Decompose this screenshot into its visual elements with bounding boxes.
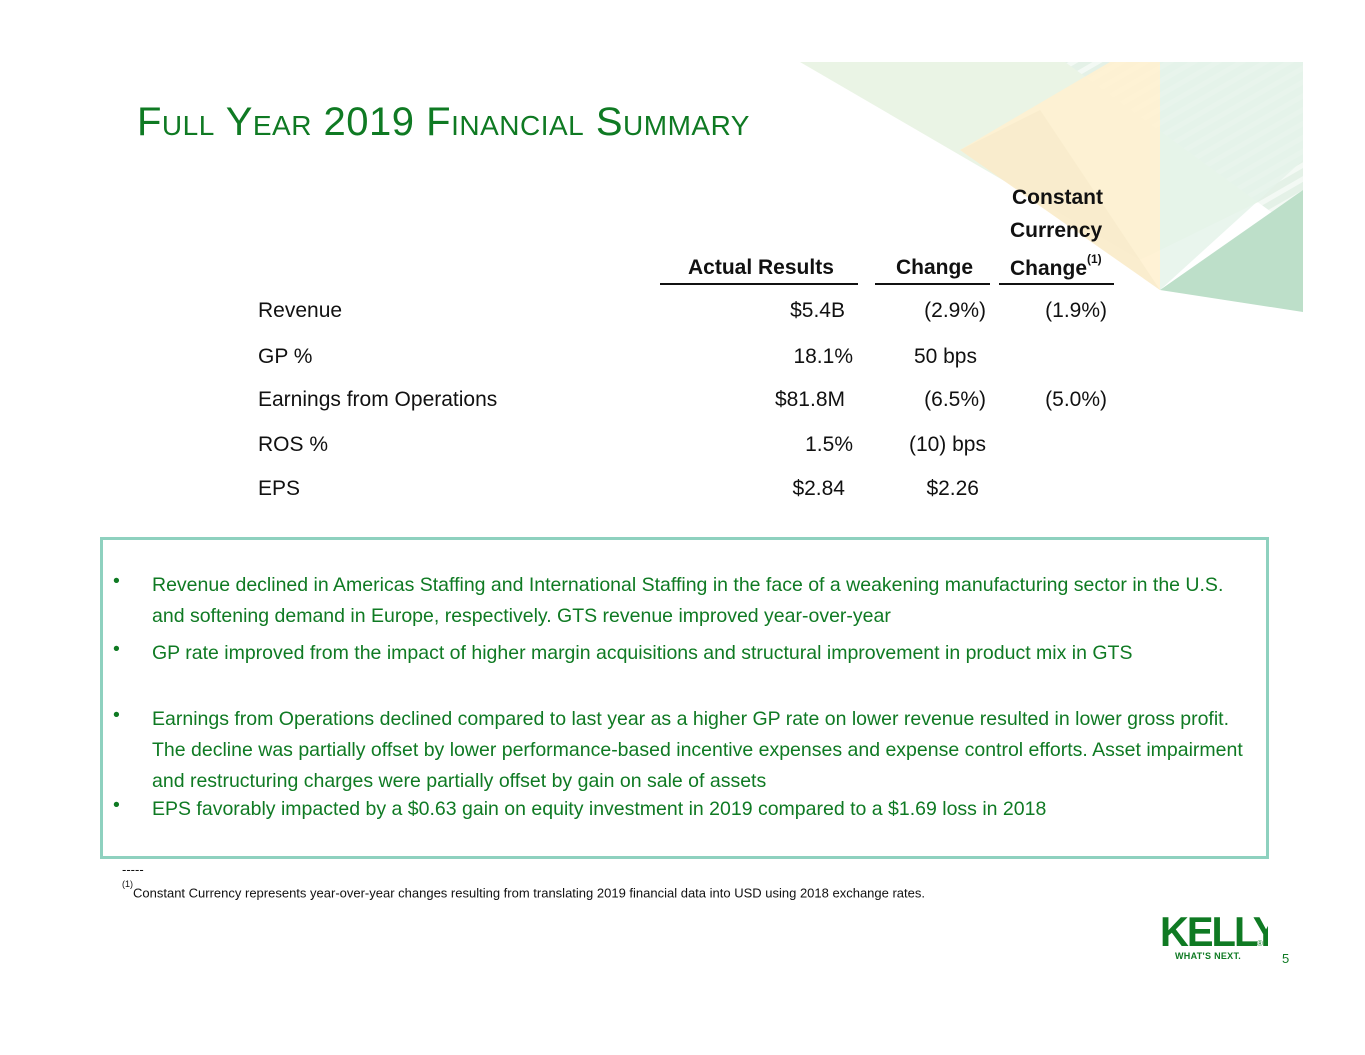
header-change-underline xyxy=(875,283,990,285)
page-number: 5 xyxy=(1282,951,1290,966)
footnote-marker: (1) xyxy=(122,879,133,889)
row-change: (2.9%) xyxy=(924,299,986,322)
row-actual: $5.4B xyxy=(790,299,845,322)
row-actual: $2.84 xyxy=(792,477,845,500)
row-actual: $81.8M xyxy=(774,388,845,411)
footnote-separator: ----- xyxy=(122,862,144,877)
row-label: EPS xyxy=(258,477,301,500)
bullet-dot-icon: • xyxy=(113,794,120,816)
header-actual-results: Actual Results xyxy=(688,256,834,279)
kelly-logo: KELLY ® xyxy=(1160,908,1268,952)
row-label: Earnings from Operations xyxy=(258,388,498,411)
row-label: Revenue xyxy=(258,299,343,322)
row-change: $2.26 xyxy=(926,477,979,500)
slide-title: Full Year 2019 Financial Summary xyxy=(137,100,750,144)
row-change: (6.5%) xyxy=(924,388,986,411)
row-cc: (5.0%) xyxy=(1045,388,1107,411)
row-change: (10) bps xyxy=(908,433,986,456)
header-cc-line1: Constant xyxy=(1012,186,1103,209)
bullet-dot-icon: • xyxy=(113,704,120,726)
bullet-dot-icon: • xyxy=(113,570,120,592)
logo-wordmark: KELLY xyxy=(1160,908,1268,952)
header-cc-line2: Currency xyxy=(1010,219,1103,242)
bullet-text: EPS favorably impacted by a $0.63 gain o… xyxy=(152,798,1047,820)
row-actual: 1.5% xyxy=(805,433,853,456)
logo-registered: ® xyxy=(1257,939,1263,948)
header-cc-footnote-marker: (1) xyxy=(1087,252,1102,266)
row-change: 50 bps xyxy=(913,345,977,368)
row-actual: 18.1% xyxy=(793,345,853,368)
bullet-text: GP rate improved from the impact of high… xyxy=(152,642,1133,664)
bullet-dot-icon: • xyxy=(113,638,120,660)
header-cc-underline xyxy=(999,283,1114,285)
bullet-text: Earnings from Operations declined compar… xyxy=(152,708,1243,792)
row-label: ROS % xyxy=(258,433,329,456)
header-cc-change: Change xyxy=(1010,257,1088,280)
logo-tagline: WHAT'S NEXT. xyxy=(1175,951,1242,961)
header-change: Change xyxy=(896,256,974,279)
footnote: (1)Constant Currency represents year-ove… xyxy=(122,879,925,901)
header-actual-underline xyxy=(660,283,858,285)
commentary-box xyxy=(100,537,1269,859)
header-cc-line3: Change(1) xyxy=(1010,252,1102,281)
row-label: GP % xyxy=(258,345,313,368)
row-cc: (1.9%) xyxy=(1045,299,1107,322)
footnote-text: Constant Currency represents year-over-y… xyxy=(133,885,925,901)
bullet-text: Revenue declined in Americas Staffing an… xyxy=(152,574,1224,627)
